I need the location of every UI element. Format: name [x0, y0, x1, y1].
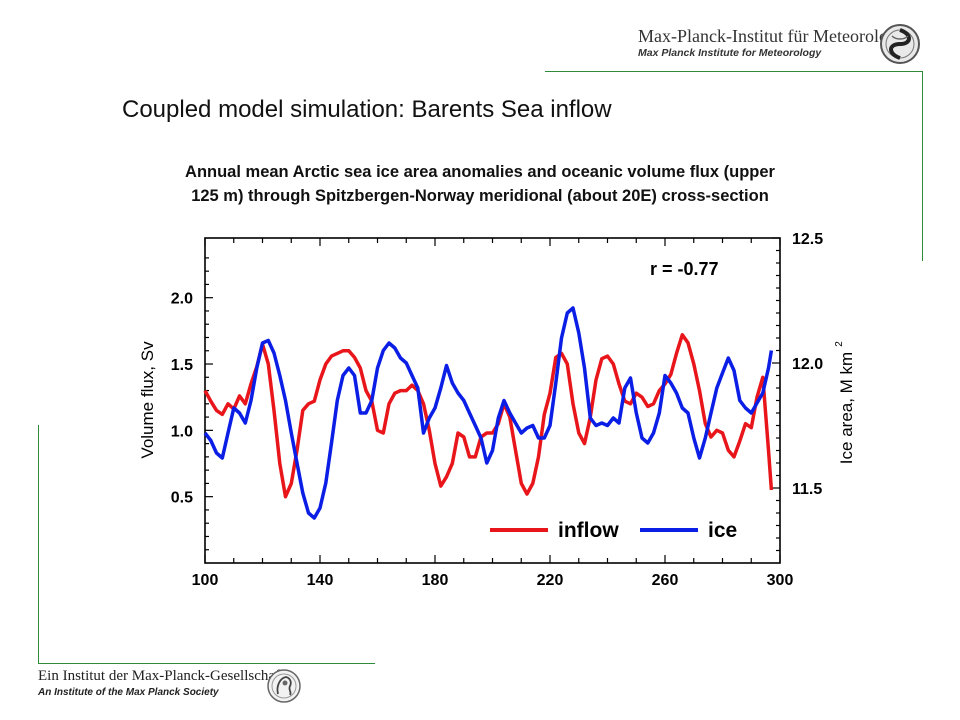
footer-rule — [38, 663, 375, 664]
institute-name-en: Max Planck Institute for Meteorology — [638, 47, 822, 59]
y-left-tick-label: 0.5 — [171, 490, 193, 507]
legend: inflow ice — [490, 519, 737, 542]
y-left-tick-label: 1.0 — [171, 423, 193, 440]
chart-subtitle: Annual mean Arctic sea ice area anomalie… — [60, 160, 900, 208]
x-tick-label: 260 — [652, 572, 679, 589]
y-left-axis-title: Volume flux, Sv — [138, 341, 157, 459]
series-line-inflow — [203, 333, 774, 499]
y-right-tick-label: 12.0 — [792, 356, 823, 373]
y-right-axis-title-superscript: 2 — [834, 341, 845, 347]
axis-labels: 100 140 180 220 260 300 0.5 1.0 1.5 2.0 11.5 12.0 12… — [138, 231, 856, 589]
mpi-meteorology-logo-icon — [880, 24, 920, 64]
x-tick-label: 180 — [422, 572, 449, 589]
x-tick-label: 100 — [192, 572, 219, 589]
x-tick-label: 140 — [307, 572, 334, 589]
slide-title: Coupled model simulation: Barents Sea in… — [122, 96, 612, 123]
y-right-tick-label: 11.5 — [792, 481, 822, 498]
legend-ice-label: ice — [708, 519, 737, 542]
subtitle-line-1: Annual mean Arctic sea ice area anomalie… — [185, 163, 775, 181]
x-tick-label: 220 — [537, 572, 564, 589]
plot-frame — [204, 237, 781, 564]
legend-inflow-label: inflow — [558, 519, 619, 542]
y-left-tick-label: 1.5 — [171, 357, 193, 374]
header-rule — [545, 71, 923, 72]
y-right-axis-title: Ice area, M km — [837, 352, 856, 464]
institute-name: Max-Planck-Institut für Meteorologie — [638, 26, 910, 46]
x-tick-label: 300 — [767, 572, 794, 589]
left-frame-line — [38, 425, 39, 663]
society-name: Ein Institut der Max-Planck-Gesellschaft — [38, 668, 285, 684]
series-layer — [203, 306, 774, 520]
minerva-logo-icon — [267, 669, 301, 703]
y-right-tick-label: 12.5 — [792, 231, 823, 248]
y-left-tick-label: 2.0 — [171, 291, 193, 308]
right-frame-line — [922, 71, 923, 261]
subtitle-line-2: 125 m) through Spitzbergen-Norway meridi… — [191, 187, 769, 205]
axis-ticks — [204, 237, 781, 563]
society-name-en: An Institute of the Max Planck Society — [38, 687, 219, 698]
correlation-annotation: r = -0.77 — [650, 259, 719, 279]
series-line-ice — [203, 306, 774, 520]
